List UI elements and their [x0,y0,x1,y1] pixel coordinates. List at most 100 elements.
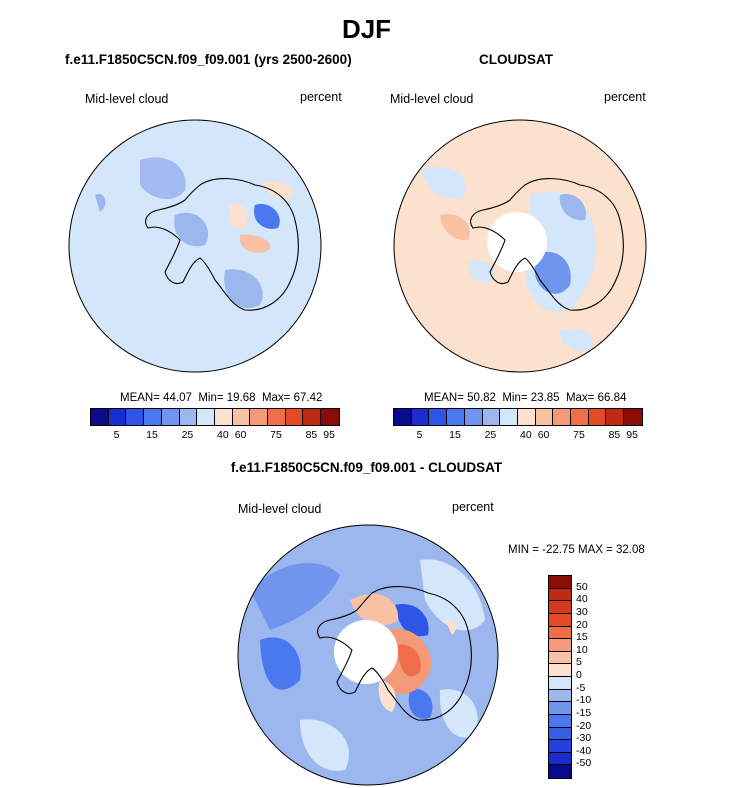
colorbar-tick-label: 5 [113,429,120,441]
colorbar-swatch [549,677,571,690]
panel3-title: f.e11.F1850C5CN.f09_f09.001 - CLOUDSAT [230,460,503,475]
panel3-colorbar [548,575,572,779]
colorbar-swatch [268,409,286,425]
colorbar-tick-label: 85 [305,429,318,441]
colorbar-swatch [179,409,198,425]
colorbar-swatch [549,664,571,677]
colorbar-tick-label: 50 [576,580,588,593]
panel3-blue-patch [408,689,433,719]
colorbar-tick-label: 15 [146,429,158,441]
panel3-left-label: Mid-level cloud [238,502,322,516]
colorbar-tick-label: 75 [573,429,585,441]
panel2-blue-patch [420,166,466,199]
colorbar-swatch [553,409,572,425]
panel3-orange-patch [378,680,396,712]
panel3-orange-patch [445,619,456,635]
colorbar-tick-label: 40 [520,429,532,441]
colorbar-swatch [144,409,162,425]
panel3-right-label: percent [452,500,494,514]
panel2-blue-patch [560,328,593,352]
colorbar-tick-label: 25 [484,429,497,441]
colorbar-tick-label: 30 [576,605,588,618]
colorbar-tick-label: 60 [537,429,550,441]
colorbar-swatch [606,409,625,425]
colorbar-tick-label: -30 [576,732,592,745]
panel3-blue-patch [250,563,340,630]
panel3-blue-patch [439,689,478,738]
colorbar-swatch [624,409,642,425]
colorbar-tick-label: -10 [576,694,592,707]
colorbar-tick-label: 40 [576,593,588,606]
colorbar-swatch [108,409,127,425]
panel3-blue-patch [395,604,429,637]
colorbar-swatch [549,601,571,614]
panel2-colorbar [393,408,643,426]
colorbar-tick-label: 95 [323,429,335,441]
panel3-antarctica-coastline [317,586,472,721]
colorbar-swatch [482,409,501,425]
colorbar-swatch [549,752,571,766]
panel2-blue-patch [468,259,494,283]
panel1-blue-patch [224,269,263,309]
page-title: DJF [341,14,392,44]
panel1-blue-patch [95,193,106,212]
colorbar-swatch [303,409,322,425]
panel2-blue-patch [559,194,586,221]
colorbar-swatch [588,409,607,425]
colorbar-swatch [321,409,339,425]
panel3-orange-patch [350,593,399,626]
colorbar-swatch [411,409,430,425]
colorbar-swatch [500,409,518,425]
colorbar-tick-label: 5 [416,429,423,441]
panel3-pole-hole [334,620,398,684]
panel1-antarctica-coastline [145,178,299,311]
colorbar-tick-label: 10 [576,643,588,656]
colorbar-swatch [549,639,571,652]
panel1-left-label: Mid-level cloud [85,92,169,106]
colorbar-tick-label: -50 [576,757,592,770]
panel3-orange-patch [398,644,421,677]
colorbar-swatch [549,727,571,741]
panel2-map-border [393,119,647,373]
colorbar-tick-label: -5 [576,681,586,694]
panel1-orange-patch [262,180,294,199]
colorbar-tick-label: 25 [181,429,194,441]
colorbar-tick-label: 85 [608,429,621,441]
panel3-stats: MIN = -22.75 MAX = 32.08 [508,544,645,556]
colorbar-tick-label: -20 [576,719,592,732]
colorbar-tick-label: -40 [576,744,592,757]
colorbar-swatch [214,409,233,425]
colorbar-tick-label: 15 [576,631,588,644]
colorbar-tick-label: 95 [626,429,638,441]
colorbar-swatch [549,626,571,640]
colorbar-swatch [394,409,412,425]
panel1-orange-patch [239,234,271,253]
panel3-blue-patch [260,637,301,690]
colorbar-swatch [549,651,571,665]
colorbar-swatch [549,740,571,753]
colorbar-tick-label: 15 [449,429,461,441]
panel1-blue-patch [174,212,209,247]
colorbar-swatch [232,409,251,425]
colorbar-swatch [549,714,571,728]
panel1-colorbar [90,408,340,426]
colorbar-swatch [517,409,536,425]
panel2-pole-hole [487,212,547,272]
colorbar-swatch [285,409,304,425]
colorbar-tick-label: 40 [217,429,229,441]
colorbar-tick-label: -15 [576,706,592,719]
panel1-blue-patch [140,157,186,200]
colorbar-swatch [447,409,465,425]
colorbar-swatch [91,409,109,425]
panel2-orange-patch [440,214,470,241]
panel1-orange-patch [228,204,247,229]
colorbar-swatch [549,689,571,703]
colorbar-swatch [126,409,145,425]
colorbar-tick-label: 20 [576,618,588,631]
panel2-right-label: percent [604,90,646,104]
colorbar-swatch [549,588,571,602]
colorbar-swatch [549,765,571,778]
